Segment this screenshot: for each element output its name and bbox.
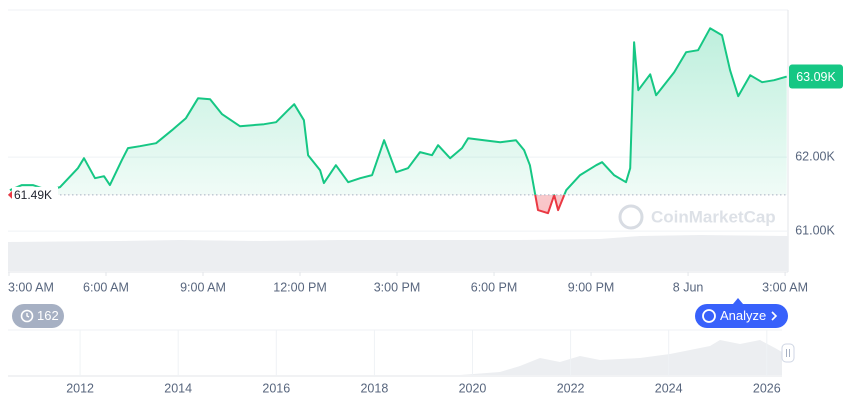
nav-silhouette bbox=[8, 340, 782, 375]
price-tag-label: 63.09K bbox=[796, 70, 836, 84]
nav-tick-label: 2016 bbox=[262, 381, 290, 395]
y-tick-label: 61.00K bbox=[795, 223, 835, 237]
x-tick-label: 3:00 AM bbox=[762, 280, 808, 294]
x-tick-label: 9:00 AM bbox=[180, 280, 226, 294]
baseline-marker bbox=[8, 190, 12, 199]
nav-tick-label: 2018 bbox=[360, 381, 388, 395]
analyze-bg bbox=[695, 304, 788, 328]
watermark-text: CoinMarketCap bbox=[651, 207, 776, 226]
analyze-pointer bbox=[733, 298, 743, 304]
badge-icon-hand bbox=[26, 313, 30, 318]
navigator: 2012 2014 2016 2018 2020 2022 2024 2026 bbox=[66, 330, 781, 395]
x-tick-label: 8 Jun bbox=[673, 280, 704, 294]
baseline-label: 61.49K bbox=[14, 188, 52, 202]
x-tick-label: 3:00 PM bbox=[374, 280, 421, 294]
x-tick-label: 3:00 AM bbox=[8, 280, 54, 294]
price-tag bbox=[789, 64, 843, 89]
nav-tick-label: 2020 bbox=[459, 381, 487, 395]
labels: 61.00K 62.00K 3:00 AM 6:00 AM 9:00 AM 12:00 P… bbox=[8, 64, 843, 294]
area bbox=[9, 28, 787, 214]
area-down bbox=[535, 194, 565, 214]
analyze-label: Analyze bbox=[720, 308, 766, 323]
nav-tick-label: 2014 bbox=[164, 381, 192, 395]
badge-icon bbox=[20, 309, 34, 323]
area-up bbox=[9, 28, 787, 195]
price-line-up bbox=[9, 27, 787, 195]
watermark: CoinMarketCap bbox=[618, 204, 776, 230]
line-layer bbox=[9, 27, 787, 215]
volume-area bbox=[8, 235, 788, 271]
x-tick-label: 9:00 PM bbox=[568, 280, 615, 294]
nav-handle[interactable] bbox=[781, 343, 795, 363]
x-tick-label: 6:00 AM bbox=[83, 280, 129, 294]
x-tick-label: 12:00 PM bbox=[273, 280, 327, 294]
analyze-chevron bbox=[771, 311, 778, 321]
nav-tick-label: 2026 bbox=[753, 381, 781, 395]
nav-tick-label: 2022 bbox=[557, 381, 585, 395]
x-tick-label: 6:00 PM bbox=[471, 280, 518, 294]
y-tick-label: 62.00K bbox=[795, 149, 835, 163]
badge-bg bbox=[12, 304, 64, 328]
analyze-icon bbox=[702, 309, 716, 323]
nav-tick-label: 2012 bbox=[66, 381, 94, 395]
badge-count: 162 bbox=[37, 308, 59, 323]
analyze-button[interactable]: Analyze bbox=[695, 298, 788, 328]
nav-tick-label: 2024 bbox=[655, 381, 683, 395]
baseline-label-bg bbox=[12, 186, 58, 203]
events-badge[interactable]: 162 bbox=[12, 304, 64, 328]
